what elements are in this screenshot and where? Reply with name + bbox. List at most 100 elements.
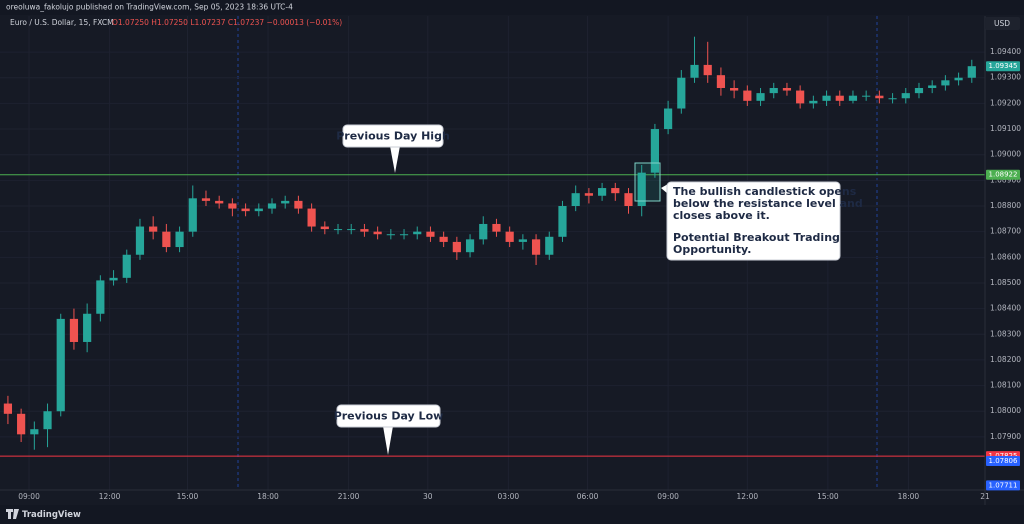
candle-body xyxy=(584,193,593,196)
footer xyxy=(0,505,1024,524)
candle-body xyxy=(83,313,92,342)
candle-body xyxy=(664,108,673,130)
callout-box xyxy=(336,404,441,428)
y-tick-label: 1.09400 xyxy=(990,47,1021,56)
candle-body xyxy=(545,236,554,255)
candle-body xyxy=(730,87,739,91)
candle-body xyxy=(941,80,950,86)
candle-body xyxy=(267,203,277,209)
x-tick-label: 21 xyxy=(980,492,990,501)
callout-box xyxy=(666,181,841,261)
candle-body xyxy=(862,95,871,97)
candle-body xyxy=(201,198,211,201)
annotation-text: Opportunity. xyxy=(673,243,751,256)
candle-body xyxy=(954,77,963,81)
x-tick-label: 09:00 xyxy=(657,492,679,501)
annotation-text: Potential Breakout Trading xyxy=(673,231,840,244)
y-tick-label: 1.09100 xyxy=(990,124,1021,133)
candle-body xyxy=(835,95,844,101)
candle-body xyxy=(96,280,105,314)
candle-body xyxy=(479,223,488,240)
y-tick-label: 1.08100 xyxy=(990,381,1021,390)
candle-body xyxy=(888,98,897,100)
candle-body xyxy=(743,90,752,101)
candle-body xyxy=(796,90,805,104)
candle-body xyxy=(333,229,343,231)
candle-body xyxy=(162,231,171,248)
candle-body xyxy=(215,200,224,204)
y-tick-label: 1.09200 xyxy=(990,98,1021,107)
annotation-text: below the resistance level and xyxy=(673,197,863,210)
candle-body xyxy=(518,239,527,242)
candle-body xyxy=(294,200,303,209)
price-label-box xyxy=(986,456,1020,467)
ohlc-legend: O1.07250 H1.07250 L1.07237 C1.07237 −0.0… xyxy=(112,18,342,27)
x-tick-label: 12:00 xyxy=(99,492,121,501)
currency-button[interactable] xyxy=(985,17,1020,30)
x-tick-label: 15:00 xyxy=(177,492,199,501)
candle-body xyxy=(597,188,607,196)
chart-title: Euro / U.S. Dollar, 15, FXCM xyxy=(10,18,114,27)
candle-body xyxy=(307,208,316,227)
candle-body xyxy=(690,64,699,78)
candle-body xyxy=(399,234,409,236)
candle-body xyxy=(914,87,924,94)
candle-body xyxy=(505,231,514,242)
candle-body xyxy=(928,85,937,88)
callout-pointer xyxy=(383,426,393,455)
candle-body xyxy=(531,239,541,255)
candle-body xyxy=(228,203,237,209)
candle-body xyxy=(901,93,910,99)
candle-body xyxy=(320,226,329,230)
price-label: 1.07711 xyxy=(989,481,1018,489)
candle-body xyxy=(637,172,646,207)
y-tick-label: 1.08700 xyxy=(990,227,1021,236)
candle-body xyxy=(677,77,686,109)
candle-body xyxy=(254,208,263,212)
x-tick-label: 15:00 xyxy=(817,492,839,501)
x-tick-label: 12:00 xyxy=(737,492,759,501)
candle-body xyxy=(43,411,52,430)
y-tick-label: 1.08300 xyxy=(990,329,1021,338)
x-tick-label: 03:00 xyxy=(498,492,520,501)
publisher: oreoluwa_fakolujo published on TradingVi… xyxy=(6,3,293,12)
y-tick-label: 1.08800 xyxy=(990,201,1021,210)
callout-text: Previous Day Low xyxy=(334,410,444,423)
candle-body xyxy=(492,223,501,232)
candle-body xyxy=(611,188,620,194)
price-label-box xyxy=(986,61,1020,72)
candle-body xyxy=(135,226,145,255)
y-tick-label: 1.08400 xyxy=(990,304,1021,313)
candle-body xyxy=(571,193,580,207)
currency[interactable]: USD xyxy=(994,19,1010,28)
callout-box xyxy=(342,124,444,148)
brand-logo xyxy=(6,509,19,519)
price-label: 1.08922 xyxy=(989,171,1018,179)
brand: TradingView xyxy=(22,510,81,520)
callout-pointer xyxy=(390,146,400,173)
candle-body xyxy=(360,229,369,232)
candle-body xyxy=(347,229,356,231)
price-label-box xyxy=(986,169,1020,180)
candle-body xyxy=(769,87,778,94)
candle-body xyxy=(822,95,831,101)
candle-body xyxy=(149,226,158,232)
candle-body xyxy=(3,403,13,414)
candle-body xyxy=(17,413,26,435)
price-label-box xyxy=(986,480,1020,491)
highlight-box xyxy=(634,162,661,202)
x-tick-label: 09:00 xyxy=(18,492,40,501)
candle-body xyxy=(56,318,65,412)
callout-text: Previous Day High xyxy=(336,130,450,143)
price-label: 1.09345 xyxy=(989,62,1018,70)
y-tick-label: 1.08900 xyxy=(990,175,1021,184)
candle-body xyxy=(188,198,197,232)
callout-pointer xyxy=(661,184,668,194)
candle-body xyxy=(716,75,726,88)
candle-body xyxy=(373,231,382,235)
annotation-text: closes above it. xyxy=(673,209,770,222)
y-tick-label: 1.08000 xyxy=(990,406,1021,415)
candle-body xyxy=(281,200,290,204)
